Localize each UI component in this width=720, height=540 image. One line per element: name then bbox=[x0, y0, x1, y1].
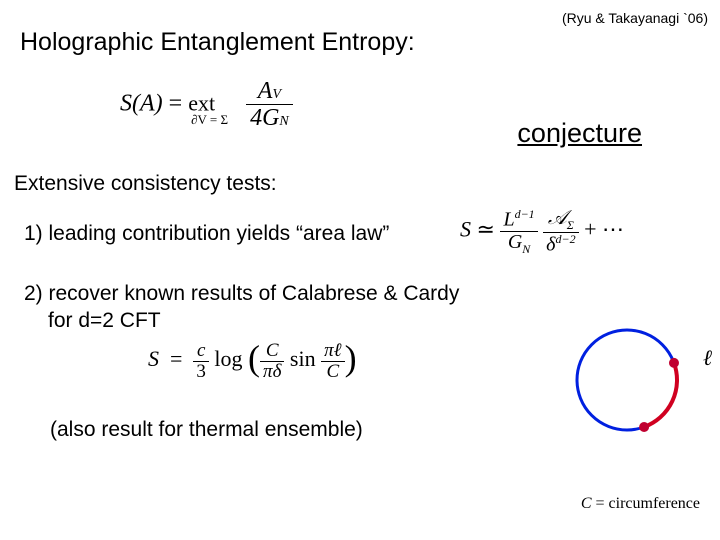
diagram-dot-2 bbox=[639, 422, 649, 432]
f2-frac-right: 𝒜Σ δd−2 bbox=[543, 208, 578, 255]
f2-G: G bbox=[508, 231, 522, 253]
f2-sim: ≃ bbox=[477, 217, 495, 242]
f3-frac3: πℓ C bbox=[321, 341, 344, 382]
f3-sin: sin bbox=[290, 346, 316, 371]
citation-text: (Ryu & Takayanagi `06) bbox=[562, 10, 708, 26]
f3-frac1: c 3 bbox=[193, 341, 209, 382]
formula-ext-condition: ∂V = Σ bbox=[191, 112, 228, 127]
list-item-2: 2) recover known results of Calabrese & … bbox=[24, 280, 459, 335]
diagram-arc bbox=[644, 363, 677, 427]
f2-d2: d−2 bbox=[555, 232, 575, 246]
list-item-1: 1) leading contribution yields “area law… bbox=[24, 222, 389, 246]
f3-frac2: C πδ bbox=[260, 341, 284, 382]
circle-diagram bbox=[562, 315, 692, 445]
item2-line2: for d=2 CFT bbox=[48, 307, 459, 334]
f3-3: 3 bbox=[193, 362, 209, 382]
frac-den-4G: 4G bbox=[250, 105, 279, 131]
f3-C1: C bbox=[260, 341, 284, 362]
f2-Sigma: Σ bbox=[567, 218, 574, 232]
formula-entanglement-entropy: S(A) = ext ∂V = Σ AV 4GN bbox=[120, 78, 311, 132]
circum-text: circumference bbox=[609, 495, 700, 512]
formula-area-law: S ≃ Ld−1 GN 𝒜Σ δd−2 + ⋯ bbox=[460, 208, 624, 255]
frac-num-V: V bbox=[272, 87, 281, 102]
subheading-tests: Extensive consistency tests: bbox=[14, 172, 277, 196]
conjecture-label: conjecture bbox=[517, 118, 642, 149]
f3-ell: ℓ bbox=[334, 340, 342, 361]
f3-lparen: ( bbox=[248, 338, 260, 378]
circumference-label: C = circumference bbox=[581, 495, 700, 513]
diagram-dot-1 bbox=[669, 358, 679, 368]
f2-frac-left: Ld−1 GN bbox=[500, 208, 537, 255]
ell-label: ℓ bbox=[703, 345, 712, 371]
f2-S: S bbox=[460, 217, 471, 242]
circum-C: C bbox=[581, 495, 592, 512]
page-title: Holographic Entanglement Entropy: bbox=[20, 28, 415, 57]
f2-d1: d−1 bbox=[515, 207, 535, 221]
f2-dots: + ⋯ bbox=[584, 217, 624, 242]
f3-delta: δ bbox=[273, 361, 282, 382]
f3-C2: C bbox=[321, 362, 344, 382]
f3-pi1: π bbox=[263, 361, 273, 382]
frac-num-A: A bbox=[258, 78, 273, 104]
formula-equals: = bbox=[169, 90, 183, 116]
formula-fraction: AV 4GN bbox=[246, 78, 293, 132]
f3-log: log bbox=[214, 346, 242, 371]
f2-N: N bbox=[522, 242, 530, 256]
f3-pi2: π bbox=[324, 340, 334, 361]
f3-S: S bbox=[148, 346, 159, 371]
formula-lhs: S(A) bbox=[120, 90, 163, 116]
f3-c: c bbox=[193, 341, 209, 362]
formula-cardy: S = c 3 log ( C πδ sin πℓ C ) bbox=[148, 340, 357, 382]
item2-line1: 2) recover known results of Calabrese & … bbox=[24, 280, 459, 307]
circum-eq: = bbox=[591, 495, 608, 512]
frac-den-N: N bbox=[279, 114, 288, 129]
f3-rparen: ) bbox=[345, 338, 357, 378]
f3-eq: = bbox=[170, 346, 182, 371]
f2-L: L bbox=[503, 209, 514, 231]
also-note: (also result for thermal ensemble) bbox=[50, 418, 363, 442]
f2-A: 𝒜 bbox=[548, 207, 567, 229]
